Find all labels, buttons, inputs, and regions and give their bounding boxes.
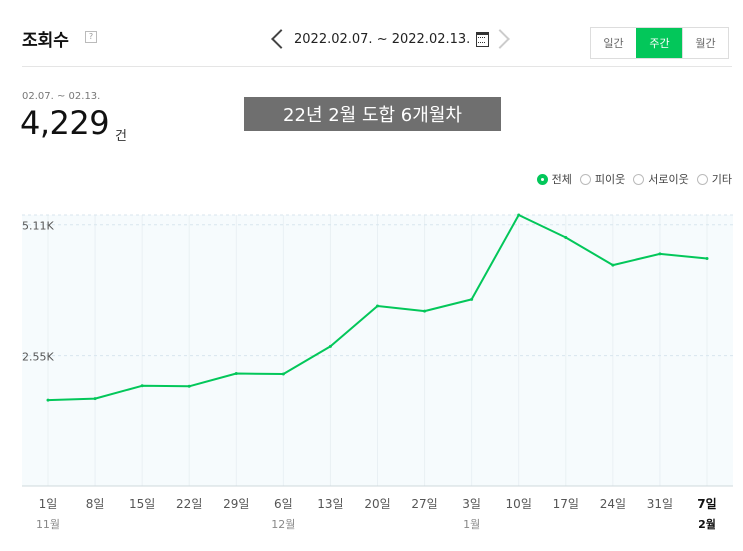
data-point: [46, 398, 50, 402]
legend-item-all[interactable]: 전체: [536, 171, 572, 187]
data-point: [705, 256, 709, 260]
data-point: [611, 263, 615, 267]
x-tick-label: 1일: [39, 497, 58, 511]
data-point: [281, 372, 285, 376]
x-tick-label: 10일: [506, 497, 532, 511]
x-tick-label: 3일: [462, 497, 481, 511]
radio-icon[interactable]: [579, 173, 591, 185]
calendar-icon[interactable]: [476, 31, 490, 47]
data-point: [470, 297, 474, 301]
radio-checked-icon[interactable]: [536, 173, 548, 185]
x-tick-label: 20일: [364, 497, 390, 511]
x-tick-label: 31일: [647, 497, 673, 511]
data-point: [376, 304, 379, 308]
data-point: [517, 213, 521, 217]
date-navigator: 2022.02.07. ~ 2022.02.13.: [268, 26, 511, 52]
x-tick-label: 6일: [274, 497, 293, 511]
legend-label: 전체: [551, 173, 572, 186]
y-tick-label: 2.55K: [22, 351, 54, 364]
x-tick-label: 27일: [411, 497, 437, 511]
x-tick-label: 22일: [176, 497, 202, 511]
page-title: 조회수: [22, 31, 69, 51]
x-tick-label: 29일: [223, 497, 249, 511]
legend-item-mutual[interactable]: 서로이웃: [633, 171, 689, 187]
view-count-unit: 건: [115, 129, 127, 144]
period-weekly-button[interactable]: 주간: [636, 28, 682, 58]
header-divider: [22, 66, 732, 67]
overlay-banner: 22년 2월 도합 6개월차: [244, 97, 501, 131]
data-point: [658, 252, 662, 256]
data-point: [140, 384, 144, 388]
data-point: [93, 397, 97, 401]
x-tick-label: 8일: [86, 497, 105, 511]
data-point: [564, 235, 568, 239]
legend-item-neighbor[interactable]: 피이웃: [579, 171, 626, 187]
legend-label: 서로이웃: [648, 173, 689, 186]
x-tick-label: 7일: [697, 497, 716, 511]
x-tick-label: 13일: [317, 497, 343, 511]
summary-range: 02.07. ~ 02.13.: [22, 91, 101, 102]
view-count: 4,229: [20, 104, 110, 142]
legend-label: 피이웃: [594, 173, 626, 186]
x-month-label: 2월: [698, 517, 716, 531]
x-tick-label: 24일: [600, 497, 626, 511]
data-point: [234, 372, 238, 376]
help-icon[interactable]: ?: [85, 31, 97, 43]
data-point: [328, 344, 332, 348]
period-monthly-button[interactable]: 월간: [682, 28, 728, 58]
x-tick-label: 15일: [129, 497, 155, 511]
data-point: [423, 309, 427, 313]
period-toggle: 일간 주간 월간: [590, 27, 729, 59]
date-range-label: 2022.02.07. ~ 2022.02.13.: [294, 31, 471, 47]
legend-label: 기타: [711, 173, 732, 186]
x-month-label: 1월: [463, 518, 480, 531]
legend-item-other[interactable]: 기타: [696, 171, 732, 187]
series-legend: 전체 피이웃 서로이웃 기타: [529, 171, 732, 187]
period-daily-button[interactable]: 일간: [591, 28, 636, 58]
radio-icon[interactable]: [696, 173, 708, 185]
x-month-label: 12월: [271, 518, 295, 531]
radio-icon[interactable]: [633, 173, 645, 185]
y-tick-label: 5.11K: [22, 220, 54, 233]
x-tick-label: 17일: [553, 497, 579, 511]
x-month-label: 11월: [36, 518, 60, 531]
data-point: [187, 384, 191, 388]
